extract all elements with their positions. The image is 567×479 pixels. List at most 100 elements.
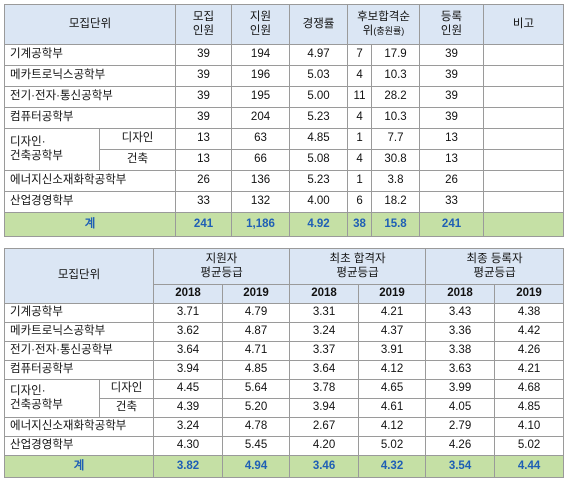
rate-cell: 10.3 <box>371 107 421 129</box>
grade-cell: 4.87 <box>222 322 291 342</box>
enrolled-cell: 39 <box>419 44 485 66</box>
table-row: 전기·전자·통신공학부 39 195 5.00 11 28.2 39 <box>3 86 565 108</box>
grade-cell: 4.38 <box>494 303 565 323</box>
admission-stats-table: 모집단위 모집 인원 지원 인원 경쟁률 후보합격순 위(충원률) 등록 인원 비고 기… <box>3 4 565 237</box>
table-row: 컴퓨터공학부 39 204 5.23 4 10.3 39 <box>3 107 565 129</box>
enrolled-cell: 39 <box>419 65 485 87</box>
quota-cell: 26 <box>175 170 233 192</box>
grade-cell: 3.94 <box>153 360 224 380</box>
table2-year-row: 2018 2019 2018 2019 2018 2019 <box>5 284 565 304</box>
wait-cell: 4 <box>347 149 373 171</box>
total-grade: 3.46 <box>289 455 360 478</box>
total-label: 계 <box>3 212 177 237</box>
year-2018: 2018 <box>289 284 360 304</box>
dept-group-name: 디자인· 건축공학부 <box>4 128 100 171</box>
year-2018: 2018 <box>425 284 496 304</box>
dept-name: 전기·전자·통신공학부 <box>3 341 155 361</box>
grade-cell: 4.78 <box>222 417 291 437</box>
grade-cell: 4.68 <box>494 379 565 399</box>
grade-cell: 5.02 <box>494 436 565 456</box>
grade-cell: 4.79 <box>222 303 291 323</box>
header-waitlist: 후보합격순 위(충원률) <box>347 4 421 45</box>
grade-cell: 3.63 <box>425 360 496 380</box>
grade-cell: 4.37 <box>358 322 427 342</box>
dept-group-name: 디자인· 건축공학부 <box>4 379 100 418</box>
grade-cell: 4.30 <box>153 436 224 456</box>
table-row: 산업경영학부 33 132 4.00 6 18.2 33 <box>3 191 565 213</box>
competition-cell: 5.00 <box>289 86 349 108</box>
grade-cell: 3.94 <box>289 398 360 418</box>
dept-name: 건축 <box>98 398 155 418</box>
dept-name: 산업경영학부 <box>3 191 177 213</box>
wait-cell: 4 <box>347 107 373 129</box>
header-applicant-grade: 지원자 평균등급 <box>153 248 291 285</box>
grade-cell: 3.43 <box>425 303 496 323</box>
header-competition: 경쟁률 <box>289 4 349 45</box>
grade-cell: 5.20 <box>222 398 291 418</box>
competition-cell: 4.97 <box>289 44 349 66</box>
quota-cell: 13 <box>175 149 233 171</box>
dept-name: 디자인 <box>98 128 177 150</box>
dept-name: 컴퓨터공학부 <box>3 107 177 129</box>
notes-cell <box>483 128 565 150</box>
grade-cell: 3.64 <box>289 360 360 380</box>
notes-cell <box>483 65 565 87</box>
dept-name: 산업경영학부 <box>3 436 155 456</box>
table-row: 디자인· 건축공학부 디자인 13 63 4.85 1 7.7 13 <box>4 128 565 171</box>
table-row: 전기·전자·통신공학부 3.64 4.71 3.37 3.91 3.38 4.2… <box>3 341 565 361</box>
wait-cell: 4 <box>347 65 373 87</box>
applicants-cell: 196 <box>231 65 291 87</box>
grade-cell: 3.64 <box>153 341 224 361</box>
dept-name: 에너지신소재화학공학부 <box>3 417 155 437</box>
header-initial-grade: 최초 합격자 평균등급 <box>289 248 427 285</box>
grade-cell: 4.65 <box>358 379 427 399</box>
total-quota: 241 <box>175 212 233 237</box>
enrolled-cell: 39 <box>419 107 485 129</box>
dept-name: 건축 <box>98 149 177 171</box>
total-rate: 15.8 <box>371 212 421 237</box>
grade-cell: 4.20 <box>289 436 360 456</box>
table-row: 에너지신소재화학공학부 26 136 5.23 1 3.8 26 <box>3 170 565 192</box>
dept-name: 전기·전자·통신공학부 <box>3 86 177 108</box>
notes-cell <box>483 191 565 213</box>
dept-name: 메카트로닉스공학부 <box>3 322 155 342</box>
competition-cell: 4.00 <box>289 191 349 213</box>
applicants-cell: 66 <box>231 149 291 171</box>
total-label: 계 <box>3 455 155 478</box>
rate-cell: 28.2 <box>371 86 421 108</box>
grade-cell: 4.39 <box>153 398 224 418</box>
applicants-cell: 132 <box>231 191 291 213</box>
grade-cell: 4.45 <box>153 379 224 399</box>
grade-cell: 4.85 <box>222 360 291 380</box>
grade-cell: 4.12 <box>358 360 427 380</box>
dept-name: 기계공학부 <box>3 44 177 66</box>
quota-cell: 39 <box>175 107 233 129</box>
grade-cell: 4.21 <box>494 360 565 380</box>
competition-cell: 5.08 <box>289 149 349 171</box>
grade-cell: 4.61 <box>358 398 427 418</box>
total-wait: 38 <box>347 212 373 237</box>
grade-cell: 2.79 <box>425 417 496 437</box>
enrolled-cell: 33 <box>419 191 485 213</box>
grade-cell: 5.64 <box>222 379 291 399</box>
rate-cell: 7.7 <box>371 128 421 150</box>
header-final-grade: 최종 등록자 평균등급 <box>425 248 565 285</box>
quota-cell: 13 <box>175 128 233 150</box>
dept-name: 기계공학부 <box>3 303 155 323</box>
year-2018: 2018 <box>153 284 224 304</box>
grade-cell: 3.78 <box>289 379 360 399</box>
wait-cell: 1 <box>347 170 373 192</box>
grade-cell: 3.38 <box>425 341 496 361</box>
table-row: 기계공학부 39 194 4.97 7 17.9 39 <box>3 44 565 66</box>
grade-cell: 4.71 <box>222 341 291 361</box>
rate-cell: 18.2 <box>371 191 421 213</box>
wait-cell: 6 <box>347 191 373 213</box>
enrolled-cell: 26 <box>419 170 485 192</box>
total-row: 계 3.82 4.94 3.46 4.32 3.54 4.44 <box>3 455 565 478</box>
table-row: 산업경영학부 4.30 5.45 4.20 5.02 4.26 5.02 <box>3 436 565 456</box>
table2-header-row: 모집단위 지원자 평균등급 최초 합격자 평균등급 최종 등록자 평균등급 <box>3 248 565 304</box>
dept-name: 에너지신소재화학공학부 <box>3 170 177 192</box>
grade-cell: 5.45 <box>222 436 291 456</box>
dept-name: 디자인 <box>98 379 155 399</box>
table-row: 에너지신소재화학공학부 3.24 4.78 2.67 4.12 2.79 4.1… <box>3 417 565 437</box>
